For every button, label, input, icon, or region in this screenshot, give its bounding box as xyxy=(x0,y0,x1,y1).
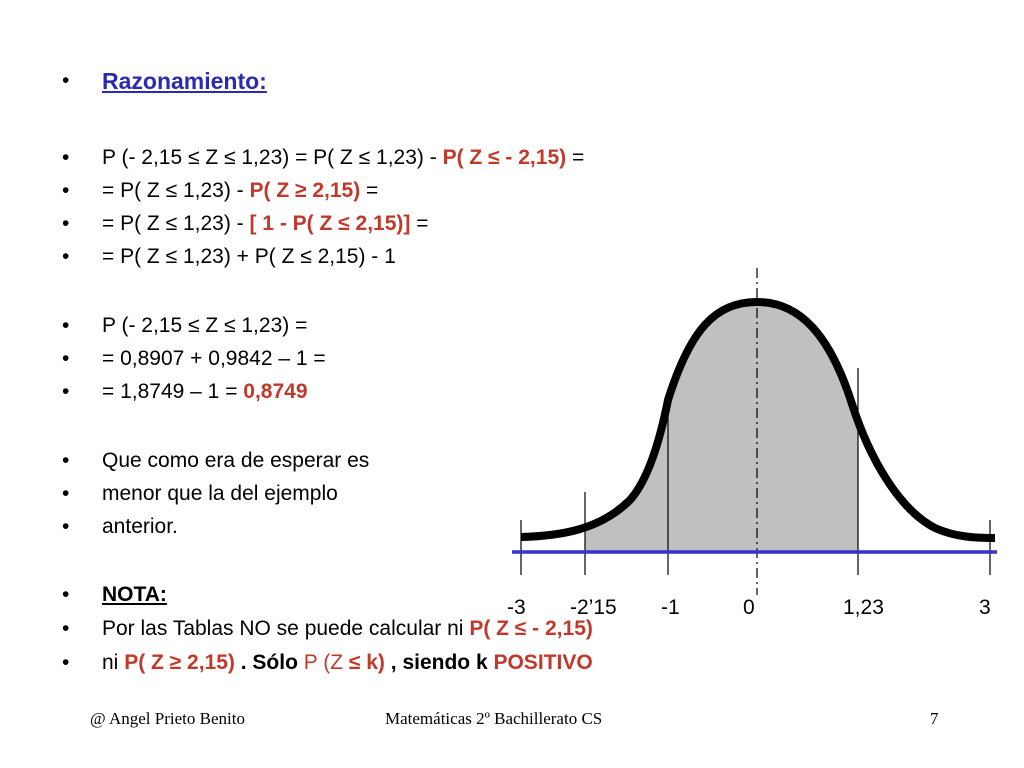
bullet: • xyxy=(62,146,70,169)
bullet: • xyxy=(62,515,70,538)
highlight-text: P( Z ≥ 2,15) xyxy=(249,179,361,202)
bullet: • xyxy=(62,380,70,403)
tick-label: -3 xyxy=(507,596,526,619)
line-text: = xyxy=(360,179,379,202)
bullet: • xyxy=(62,212,70,235)
tick-label: -1 xyxy=(661,596,680,619)
bullet: • xyxy=(62,245,70,268)
footer-course: Matemáticas 2º Bachillerato CS xyxy=(385,709,603,728)
line-text: P (- 2,15 ≤ Z ≤ 1,23) = xyxy=(102,314,308,337)
line-text: = xyxy=(410,212,429,235)
bullet: • xyxy=(62,69,70,92)
bullet: • xyxy=(62,651,70,674)
bullet: • xyxy=(62,617,70,640)
highlight-text: P( Z ≥ 2,15) xyxy=(124,651,235,674)
line-text: = 1,8749 – 1 = xyxy=(102,380,244,403)
line-text: menor que la del ejemplo xyxy=(102,482,338,505)
line-text: = P( Z ≤ 1,23) - xyxy=(102,212,250,235)
line-text: = P( Z ≤ 1,23) + P( Z ≤ 2,15) - 1 xyxy=(102,245,396,268)
footer-page-number: 7 xyxy=(930,709,939,728)
line-text: Por las Tablas NO se puede calcular ni xyxy=(102,617,470,640)
footer-author: @ Angel Prieto Benito xyxy=(90,709,245,728)
line-text: P (- 2,15 ≤ Z ≤ 1,23) = P( Z ≤ 1,23) - xyxy=(102,146,443,169)
shaded-area xyxy=(585,304,858,552)
line-text: = xyxy=(566,146,585,169)
tick-label: -2’15 xyxy=(570,596,617,619)
line-text: , siendo k xyxy=(384,651,494,674)
highlight-text: POSITIVO xyxy=(493,651,593,674)
bullet: • xyxy=(62,482,70,505)
highlight-text: ≤ k) xyxy=(348,651,385,674)
highlight-text: P (Z xyxy=(303,651,349,674)
bullet: • xyxy=(62,179,70,202)
line-text: Que como era de esperar es xyxy=(102,449,370,472)
tick-label: 3 xyxy=(979,596,991,619)
bullet: • xyxy=(62,347,70,370)
highlight-text: [ 1 - P( Z ≤ 2,15)] xyxy=(249,212,411,235)
line-text: = P( Z ≤ 1,23) - xyxy=(102,179,250,202)
bullet: • xyxy=(62,583,70,606)
bullet: • xyxy=(62,449,70,472)
highlight-text: P( Z ≤ - 2,15) xyxy=(469,617,593,640)
nota-title: NOTA: xyxy=(102,583,167,606)
heading-title: Razonamiento: xyxy=(102,68,267,94)
highlight-text: P( Z ≤ - 2,15) xyxy=(442,146,567,169)
result-value: 0,8749 xyxy=(243,380,308,403)
bullet: • xyxy=(62,314,70,337)
bell-curve xyxy=(520,297,996,542)
line-text: . Sólo xyxy=(234,651,304,674)
tick-label: 1,23 xyxy=(843,596,884,619)
tick-label: 0 xyxy=(743,596,755,619)
line-text: anterior. xyxy=(102,515,178,538)
line-text: ni xyxy=(102,651,125,674)
line-text: = 0,8907 + 0,9842 – 1 = xyxy=(102,347,326,370)
